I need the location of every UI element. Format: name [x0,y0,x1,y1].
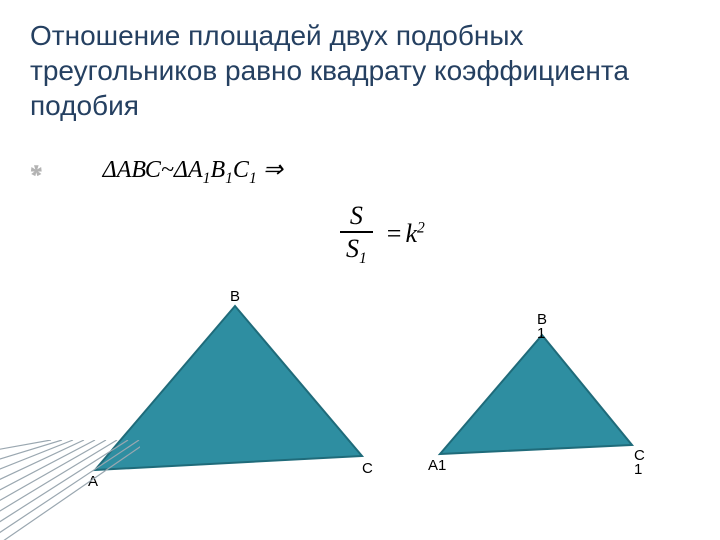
bullet-icon: 🞴 [30,158,43,185]
relation-row: 🞴 ΔАВС~ΔА1В1С1 ⇒ [30,155,283,188]
denominator-main: S [346,234,359,263]
tri2-c-sub: 1 [249,170,257,187]
corner-hatch-icon [0,440,140,540]
label-c1: С1 [634,449,645,476]
tilde: ~ [161,157,174,183]
label-a1-text: А1 [428,457,446,474]
tri-1: АВС [117,157,161,183]
tri2-a: А [188,157,203,183]
label-a1: А1 [428,457,446,474]
rhs-exp: 2 [417,220,425,237]
denominator: S1 [340,233,373,269]
label-b1: В1 [537,313,547,340]
rhs-base: k [405,219,417,248]
similarity-relation: ΔАВС~ΔА1В1С1 ⇒ [103,155,283,188]
label-b: В [230,288,240,305]
denominator-sub: 1 [359,250,367,267]
fraction: S S1 [340,200,373,269]
label-b-text: В [230,288,240,305]
numerator: S [344,200,369,231]
equals-sign: = [387,219,402,249]
tri2-b: В [210,157,225,183]
title-text: Отношение площадей двух подобных треугол… [30,20,629,121]
triangle-small [440,335,632,454]
slide-title: Отношение площадей двух подобных треугол… [30,18,690,123]
delta-2: Δ [174,157,188,183]
arrow: ⇒ [263,157,283,183]
delta-1: Δ [103,157,117,183]
label-c: С [362,460,373,477]
area-ratio-formula: S S1 = k2 [340,200,425,269]
rhs: k2 [405,219,424,249]
label-c-text: С [362,460,373,477]
tri2-b-sub: 1 [225,170,233,187]
tri2-c: С [233,157,249,183]
